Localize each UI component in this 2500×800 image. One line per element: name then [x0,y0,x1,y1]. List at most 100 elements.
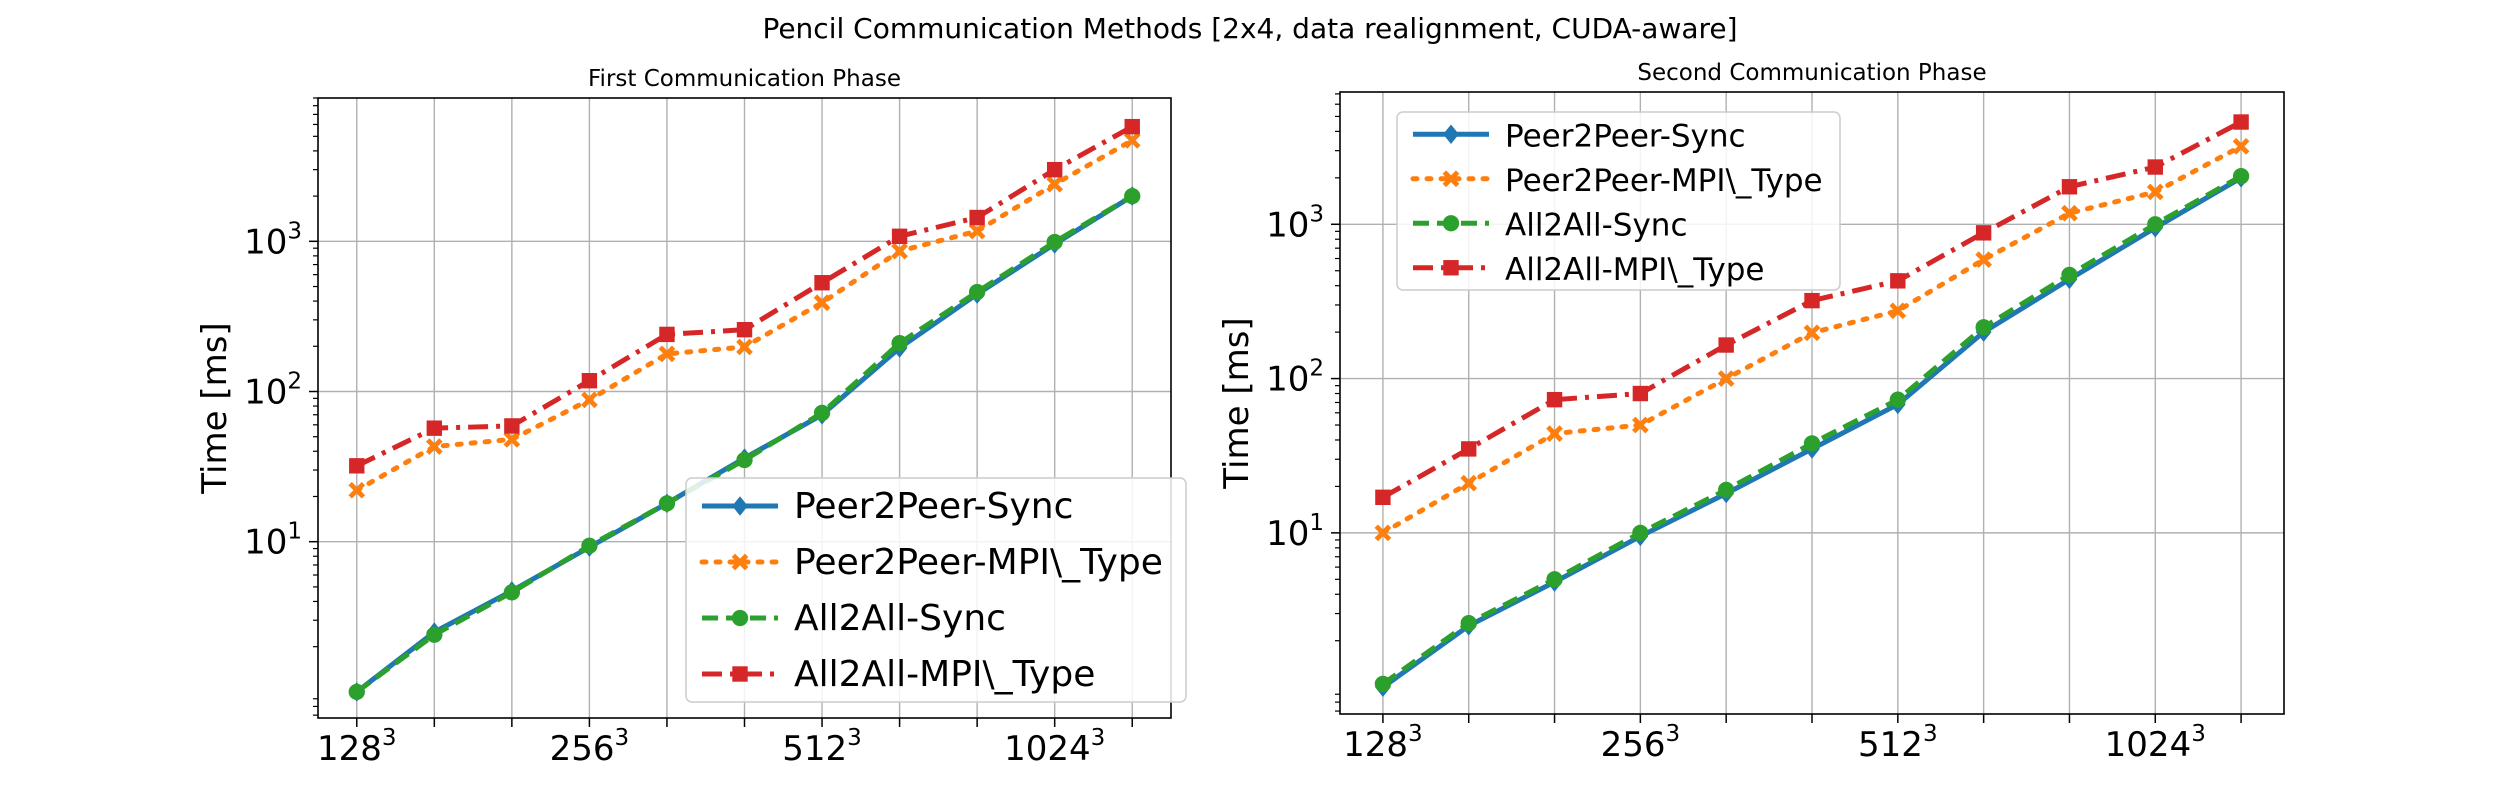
legend-label: All2All-MPI\_Type [1505,252,1765,288]
series-line [355,193,1134,694]
data-point [1461,441,1477,457]
first-phase-series-all2all-mpi-type [349,118,1140,474]
legend-label: All2All-Sync [1505,207,1688,243]
data-point [1975,251,1993,269]
data-point [1975,225,1992,241]
legend-label: Peer2Peer-Sync [1505,118,1746,154]
x-tick-label: 10243 [2105,721,2206,765]
data-point [504,418,520,434]
data-point [348,481,366,499]
data-point [968,222,986,240]
legend-marker [732,666,748,682]
data-point [1804,292,1820,309]
data-point [1632,385,1649,402]
data-point [658,345,676,363]
data-point [891,228,908,244]
data-point [426,420,443,436]
data-point [2147,159,2163,175]
data-point [658,495,676,512]
legend-item-peer2peer-sync: Peer2Peer-Sync [702,486,1073,527]
first-phase-y-axis-label: Time [ms] [195,322,235,494]
series-line [355,124,1134,469]
second-phase-legend: Peer2Peer-Sync Peer2Peer-MPI\_Type All2All… [1396,111,1841,291]
data-point [581,373,598,389]
data-point [1124,187,1141,205]
legend-item-all2all-sync: All2All-Sync [1413,207,1688,243]
x-tick-label: 10243 [1004,725,1105,769]
x-tick-label: 5123 [782,725,862,769]
legend-item-all2all-mpi-type: All2All-MPI\_Type [1413,252,1765,288]
data-point [1546,571,1563,588]
first-phase-series-peer2peer-mpi-type [348,131,1141,499]
legend-item-peer2peer-mpi-type: Peer2Peer-MPI\_Type [699,542,1163,583]
data-point [1460,474,1478,492]
legend-marker [731,553,749,571]
data-point [1374,524,1392,542]
data-point [1803,324,1821,342]
data-point [813,294,831,312]
data-point [1889,391,1906,408]
legend-marker [1442,170,1460,188]
data-point [659,326,675,343]
first-phase-legend: Peer2Peer-Sync Peer2Peer-MPI\_Type All2All… [685,477,1187,703]
legend-item-all2all-mpi-type: All2All-MPI\_Type [702,654,1095,695]
data-point [1631,416,1649,434]
data-point [503,584,521,601]
data-point [1632,524,1649,542]
data-point [1718,337,1734,353]
second-phase-series-peer2peer-mpi-type [1374,137,2250,542]
first-phase-title: First Communication Phase [588,66,901,92]
series-line [1381,119,2243,500]
data-point [968,283,986,301]
data-point [736,338,753,356]
data-point [1889,302,1907,320]
data-point [2232,137,2250,155]
data-point [581,537,598,554]
x-tick-label: 1283 [317,725,397,769]
y-tick-label: 101 [1266,510,1324,554]
data-point [2060,204,2078,222]
data-point [814,275,830,291]
data-point [2061,179,2078,195]
data-point [1546,425,1564,443]
data-point [1046,161,1063,178]
data-point [348,683,365,701]
data-point [1124,118,1140,135]
first-phase-series-all2all-sync [348,187,1141,701]
y-tick-label: 102 [244,369,302,413]
data-point [813,404,831,422]
y-tick-label: 102 [1266,356,1324,400]
legend-box [1396,111,1841,291]
data-point [580,391,598,409]
second-phase-y-axis-label: Time [ms] [1217,317,1257,489]
data-point [2147,216,2164,233]
legend-item-peer2peer-sync: Peer2Peer-Sync [1413,118,1746,154]
legend-label: Peer2Peer-MPI\_Type [794,542,1163,583]
legend-marker [1443,124,1459,145]
data-point [1975,319,1992,336]
first-phase-chart: First Communication Phase 101 102 103 1283 25… [195,66,1187,769]
legend-item-all2all-sync: All2All-Sync [702,598,1006,639]
data-point [2233,114,2249,130]
data-point [736,451,753,469]
data-point [1046,233,1063,251]
data-point [2061,266,2078,284]
data-point [891,334,908,352]
data-point [1546,391,1563,408]
data-point [1890,273,1906,289]
legend-marker [1443,260,1459,276]
legend-label: All2All-Sync [794,598,1006,639]
data-point [1374,675,1392,693]
legend-label: Peer2Peer-Sync [794,486,1073,527]
data-point [503,430,521,448]
data-point [736,321,753,338]
x-tick-label: 2563 [550,725,630,769]
data-point [1460,614,1477,632]
data-point [426,626,443,643]
legend-marker [732,496,748,516]
y-tick-label: 103 [244,218,302,262]
second-phase-series-all2all-mpi-type [1375,114,2249,506]
data-point [1123,131,1141,149]
data-point [891,242,909,260]
x-tick-label: 5123 [1858,721,1938,765]
